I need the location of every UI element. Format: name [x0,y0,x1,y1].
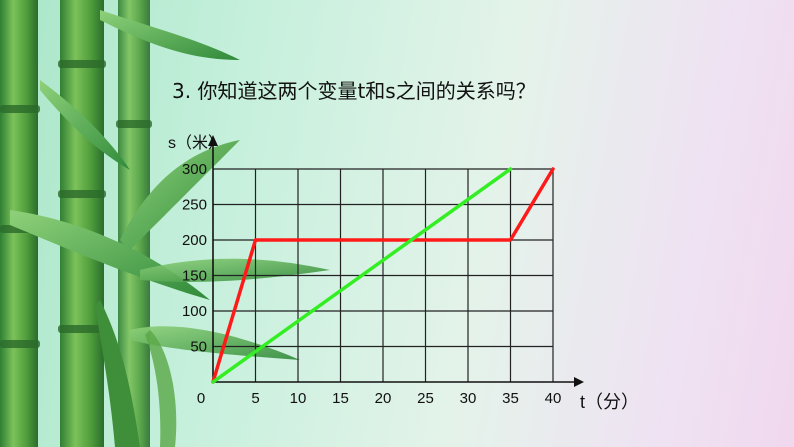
chart-axes [208,135,584,387]
y-axis-label: s（米） [168,134,224,152]
series-line-2 [211,167,513,384]
series-line-1 [211,167,555,384]
chart-ticks: 0 5 10 15 20 25 30 35 40 50 100 150 200 250 300 [182,161,561,407]
y-tick-label: 250 [182,197,207,214]
y-tick-label: 150 [182,268,207,285]
x-tick-label: 40 [545,390,562,407]
x-tick-label: 15 [332,390,349,407]
y-tick-label: 50 [190,339,207,356]
question-text: 3. 你知道这两个变量t和s之间的关系吗？ [172,79,536,103]
x-tick-label: 25 [417,390,434,407]
x-tick-label: 5 [251,390,259,407]
chart-series [211,167,555,384]
x-tick-label: 0 [197,390,205,407]
y-tick-label: 100 [182,303,207,320]
x-tick-label: 35 [502,390,519,407]
x-axis-arrow [574,377,584,387]
y-axis-arrow [208,135,218,146]
x-axis-label: t（分） [580,392,639,412]
y-tick-label: 300 [182,161,207,178]
x-tick-label: 30 [460,390,477,407]
x-tick-label: 10 [290,390,307,407]
y-tick-label: 200 [182,232,207,249]
chart-grid [213,168,554,382]
x-tick-label: 20 [375,390,392,407]
